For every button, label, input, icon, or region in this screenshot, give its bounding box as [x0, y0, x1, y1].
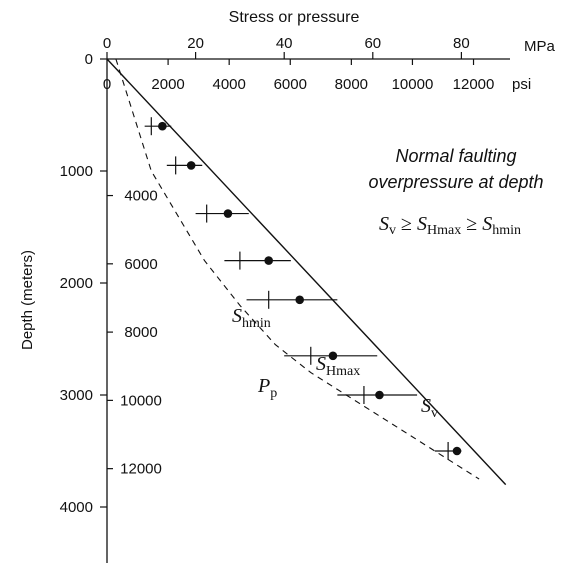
sv-line [106, 58, 507, 486]
psi-tick-label: 12000 [453, 76, 495, 93]
mpa-tick-label: 40 [276, 35, 293, 52]
mpa-tick-label: 20 [187, 35, 204, 52]
regime-label-line2: overpressure at depth [368, 172, 543, 192]
psi-unit-label: psi [512, 76, 531, 93]
depth-m-tick-label: 3000 [60, 387, 93, 404]
shmax-label-sub: Hmax [326, 364, 360, 379]
sv-curve-label: Sv [421, 395, 438, 421]
shmin-curve-label: Shmin [232, 305, 271, 331]
shmin-label-sub: hmin [242, 316, 271, 331]
pp-curve-label: Pp [257, 375, 277, 401]
relation-op2: ≥ [461, 213, 482, 235]
relation-s3: S [482, 213, 492, 235]
pp-dashed-line [115, 58, 480, 480]
y-axis-title: Depth (meters) [19, 250, 36, 350]
depth-ft-tick-label: 8000 [124, 324, 157, 341]
mpa-unit-label: MPa [524, 38, 556, 55]
depth-m-tick-label: 0 [85, 51, 93, 68]
pp-label-main: P [257, 375, 270, 397]
chart-title: Stress or pressure [229, 9, 360, 26]
psi-tick-label: 4000 [212, 76, 245, 93]
depth-m-tick-label: 1000 [60, 163, 93, 180]
psi-tick-label: 10000 [392, 76, 434, 93]
pp-label-sub: p [270, 386, 277, 401]
relation-op1: ≥ [396, 213, 417, 235]
relation-s2: S [417, 213, 427, 235]
sv-label-main: S [421, 395, 431, 417]
relation-s2-sub: Hmax [427, 223, 461, 238]
relation-s3-sub: hmin [492, 223, 521, 238]
depth-m-tick-label: 4000 [60, 499, 93, 516]
shmax-curve-label: SHmax [316, 353, 360, 379]
psi-tick-label: 8000 [335, 76, 368, 93]
shmin-label-main: S [232, 305, 242, 327]
shmax-label-main: S [316, 353, 326, 375]
depth-m-tick-label: 2000 [60, 275, 93, 292]
mpa-tick-label: 80 [453, 35, 470, 52]
depth-ft-tick-label: 10000 [120, 392, 162, 409]
mpa-tick-label: 60 [364, 35, 381, 52]
depth-ft-tick-label: 12000 [120, 461, 162, 478]
depth-ft-tick-label: 4000 [124, 188, 157, 205]
psi-tick-label: 6000 [274, 76, 307, 93]
relation-s1: S [379, 213, 389, 235]
psi-tick-label: 2000 [151, 76, 184, 93]
regime-label-line1: Normal faulting [395, 146, 516, 166]
stress-order-relation: Sv ≥ SHmax ≥ Shmin [379, 213, 521, 238]
psi-tick-label: 0 [103, 76, 111, 93]
sv-label-sub: v [431, 406, 438, 421]
depth-ft-tick-label: 6000 [124, 256, 157, 273]
mpa-tick-label: 0 [103, 35, 111, 52]
relation-s1-sub: v [389, 223, 396, 238]
